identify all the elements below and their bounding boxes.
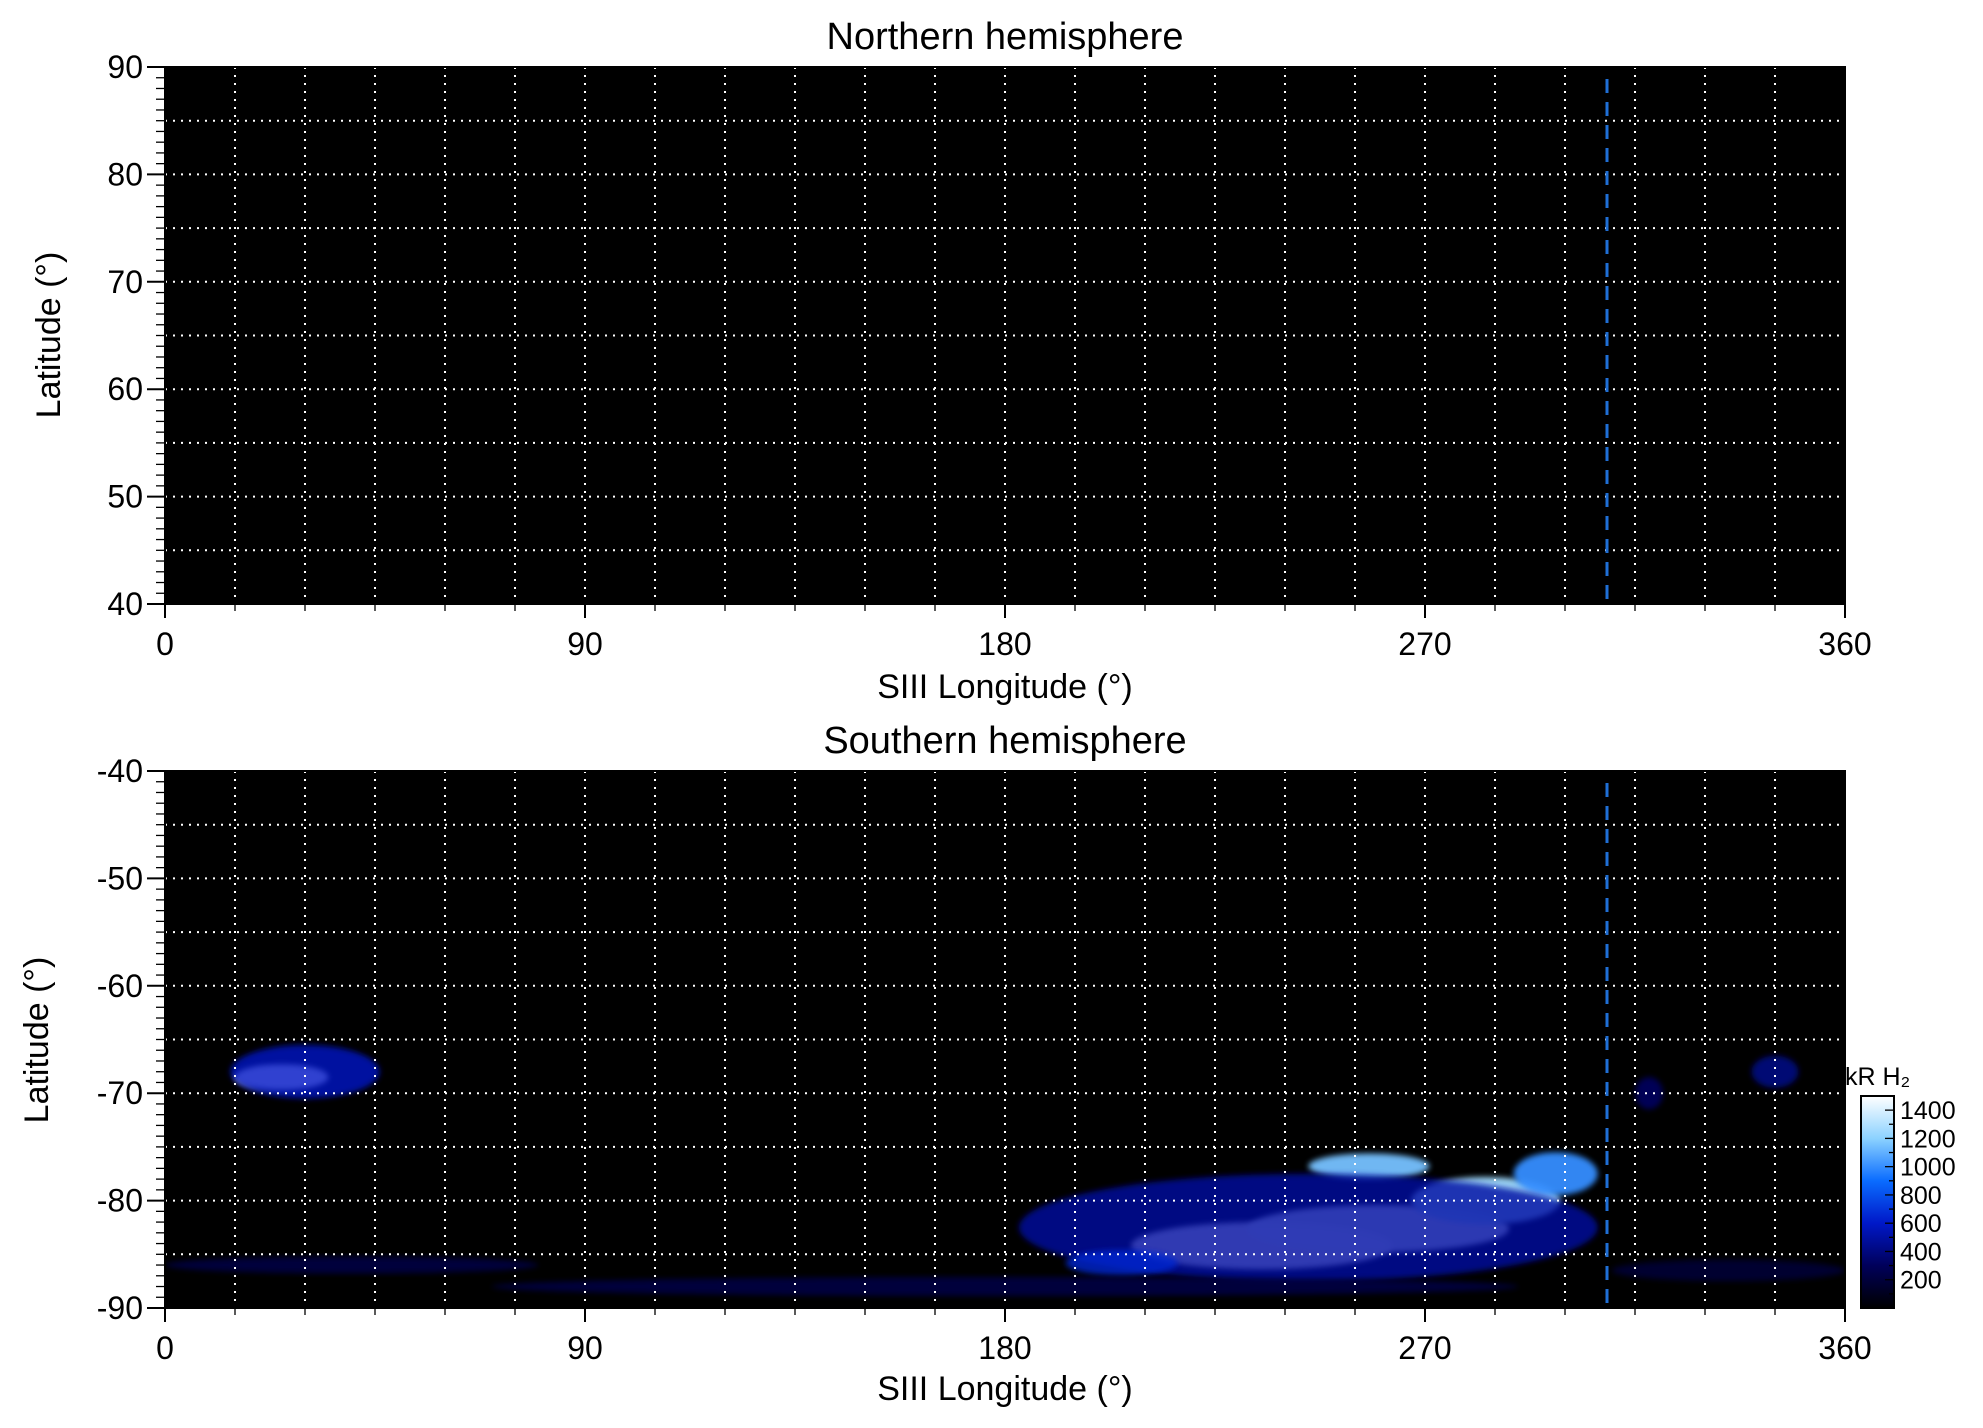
x-tick-label: 0 (156, 626, 174, 662)
northern-y-axis-label: Latitude (°) (30, 252, 68, 419)
northern-x-ticks: 0 90 180 270 360 (156, 604, 1872, 662)
emission-blob (165, 1256, 539, 1274)
southern-y-ticks: -40 -50 -60 -70 -80 -90 (97, 753, 165, 1326)
x-tick-label: 360 (1818, 626, 1871, 662)
colorbar-label: kR H₂ (1845, 1063, 1910, 1091)
emission-blob (1513, 1152, 1598, 1196)
x-tick-label: 180 (978, 1330, 1031, 1366)
southern-panel: Southern hemisphere -40 -50 -60 -70 -80 -90 0… (18, 720, 1872, 1408)
y-tick-label: 40 (107, 586, 143, 622)
colorbar-tick-label: 800 (1900, 1182, 1942, 1210)
y-tick-label: 70 (107, 264, 143, 300)
southern-grid (165, 771, 1845, 1308)
emission-blob (1635, 1077, 1663, 1110)
southern-y-axis-label: Latitude (°) (18, 957, 56, 1124)
northern-panel: Northern hemisphere 90 80 70 60 50 40 0 90 180 2… (30, 16, 1872, 706)
emission-blob (1611, 1259, 1845, 1282)
southern-emission (165, 1044, 1845, 1297)
northern-x-axis-label: SIII Longitude (°) (877, 668, 1133, 706)
y-tick-label: -50 (97, 860, 143, 896)
emission-blob (230, 1044, 380, 1099)
southern-x-ticks: 0 90 180 270 360 (156, 1308, 1872, 1366)
northern-grid (165, 67, 1845, 604)
x-tick-label: 360 (1818, 1330, 1871, 1366)
emission-blob (1308, 1153, 1430, 1180)
y-tick-label: 50 (107, 479, 143, 515)
northern-title: Northern hemisphere (827, 16, 1184, 58)
colorbar-tick-label: 1400 (1900, 1097, 1956, 1125)
x-tick-label: 90 (567, 626, 603, 662)
y-tick-label: -90 (97, 1290, 143, 1326)
colorbar-tick-label: 600 (1900, 1210, 1942, 1238)
colorbar-tick-label: 400 (1900, 1238, 1942, 1266)
y-tick-label: -70 (97, 1075, 143, 1111)
emission-blob (491, 1276, 1519, 1297)
colorbar-tick-label: 200 (1900, 1267, 1942, 1295)
y-tick-label: -80 (97, 1183, 143, 1219)
y-tick-label: 60 (107, 371, 143, 407)
colorbar-gradient (1860, 1095, 1895, 1309)
y-tick-label: 90 (107, 49, 143, 85)
x-tick-label: 270 (1398, 626, 1451, 662)
colorbar-tick-label: 1200 (1900, 1125, 1956, 1153)
emission-blob (1065, 1250, 1178, 1276)
x-tick-label: 270 (1398, 1330, 1451, 1366)
southern-title: Southern hemisphere (823, 720, 1186, 762)
x-tick-label: 180 (978, 626, 1031, 662)
northern-y-ticks: 90 80 70 60 50 40 (107, 49, 165, 622)
x-tick-label: 0 (156, 1330, 174, 1366)
y-tick-label: -40 (97, 753, 143, 789)
y-tick-label: -60 (97, 968, 143, 1004)
emission-blob (1751, 1055, 1799, 1088)
y-tick-label: 80 (107, 156, 143, 192)
colorbar-tick-label: 1000 (1900, 1154, 1956, 1182)
southern-x-axis-label: SIII Longitude (°) (877, 1370, 1133, 1408)
x-tick-label: 90 (567, 1330, 603, 1366)
